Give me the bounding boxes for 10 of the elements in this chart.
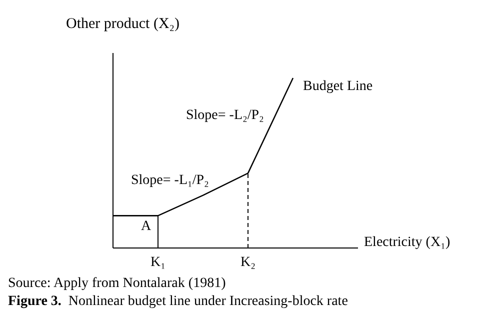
annotation: Slope= -L₂/P₂ <box>186 108 264 123</box>
x-axis-title: Electricity (X₁) <box>364 235 450 250</box>
y-axis-title: Other product (X₂) <box>66 16 180 32</box>
annotation: A <box>141 219 152 234</box>
caption: Figure 3. Nonlinear budget line under Increasing-block rate <box>8 294 348 309</box>
source-note: Source: Apply from Nontalarak (1981) <box>8 276 226 291</box>
x-tick-label: K₁ <box>150 255 166 270</box>
x-tick-label: K₂ <box>240 255 256 270</box>
series-label: Budget Line <box>303 79 373 94</box>
annotation: Slope= -L₁/P₂ <box>131 173 210 188</box>
